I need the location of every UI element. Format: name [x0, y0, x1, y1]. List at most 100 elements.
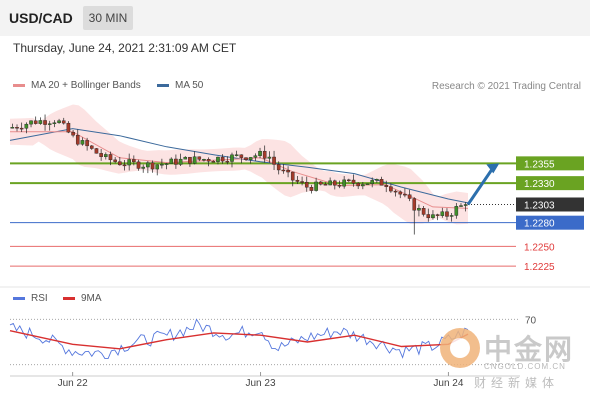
trend-arrow-head-icon [486, 163, 500, 174]
level-label-bg-1.2330 [516, 176, 584, 191]
candle-body [61, 120, 66, 124]
candle-body [365, 183, 370, 186]
rsi-ma-line [9, 330, 469, 350]
candle-body [24, 123, 29, 129]
candle-body [230, 154, 234, 162]
level-label-1.2303: 1.2303 [524, 200, 555, 211]
candle-body [276, 164, 281, 171]
candle-body [351, 179, 356, 184]
candle-body [122, 164, 127, 167]
legend-ma50-label: MA 50 [175, 80, 204, 91]
candle-body [253, 155, 258, 158]
candle-body [244, 157, 248, 160]
candle-body [188, 156, 192, 164]
research-credit: Research © 2021 Trading Central [431, 81, 581, 92]
x-tick-label-1: Jun 23 [246, 378, 276, 389]
candle-body [356, 182, 360, 187]
candle-body [132, 159, 136, 163]
candle-body [136, 161, 141, 169]
candle-body [89, 145, 94, 149]
candle-body [71, 131, 75, 136]
candle-body [197, 156, 202, 160]
level-label-1.2355: 1.2355 [524, 159, 555, 170]
candle-body [459, 205, 463, 207]
candle-body [33, 120, 38, 124]
level-label-1.2280: 1.2280 [524, 219, 555, 230]
level-label-1.2330: 1.2330 [524, 179, 555, 190]
candle-body [286, 170, 290, 173]
candle-body [75, 134, 80, 145]
watermark-subtitle: 财经新媒体 [474, 376, 560, 390]
candle-body [19, 127, 24, 130]
level-label-bg-1.2303 [516, 197, 584, 212]
candle-body [393, 190, 398, 193]
ma20-swatch-icon [13, 84, 25, 87]
candle-body [304, 181, 309, 188]
currency-pair-title: USD/CAD [9, 10, 73, 26]
candle-body [85, 140, 89, 147]
candle-body [262, 150, 267, 159]
legend-ma50: MA 50 [157, 80, 203, 91]
candle-body [435, 214, 440, 216]
candle-body [248, 157, 253, 160]
candle-body [146, 162, 150, 168]
rsi-tick-label: 70 [525, 315, 537, 326]
candle-body [99, 153, 103, 157]
candle-body [403, 193, 407, 196]
candle-body [108, 154, 113, 161]
candle-body [384, 185, 389, 187]
candle-body [318, 181, 323, 185]
candle-body [323, 184, 328, 186]
candle-body [328, 180, 332, 186]
candle-body [141, 166, 145, 169]
level-label-bg-1.2355 [516, 156, 584, 171]
legend-ma20: MA 20 + Bollinger Bands [13, 80, 141, 91]
candle-body [118, 161, 122, 166]
legend-rsi-ma: 9MA [63, 293, 102, 304]
rsi-swatch-icon [13, 297, 25, 300]
candle-body [104, 154, 108, 157]
candle-body [463, 204, 468, 206]
candle-body [47, 123, 52, 125]
candle-body [295, 179, 300, 182]
level-label-1.2250: 1.2250 [524, 242, 555, 253]
ma50-swatch-icon [157, 84, 169, 87]
watermark-title: 中金网 [484, 334, 575, 365]
candle-body [445, 211, 449, 217]
candle-body [379, 179, 384, 186]
candle-body [337, 185, 342, 187]
level-label-1.2225: 1.2225 [524, 262, 555, 273]
candle-body [10, 127, 15, 129]
candle-body [94, 148, 99, 154]
candle-body [169, 158, 174, 164]
legend-rsi-label: RSI [31, 293, 48, 304]
legend-ma20-label: MA 20 + Bollinger Bands [31, 80, 141, 91]
watermark-logo-icon [440, 328, 480, 368]
candle-body [375, 179, 379, 181]
candle-body [160, 164, 164, 166]
candle-body [206, 159, 211, 162]
candle-body [407, 194, 412, 199]
candle-body [258, 150, 262, 156]
candle-body [290, 171, 295, 181]
candle-body [216, 156, 220, 162]
ma50-line [9, 128, 469, 204]
candle-body [178, 158, 183, 165]
candle-body [211, 161, 216, 163]
candle-body [342, 179, 346, 187]
candle-body [449, 215, 454, 217]
candle-body [66, 122, 71, 133]
candle-body [43, 120, 47, 125]
candle-body [272, 156, 276, 165]
candle-body [202, 159, 206, 161]
timeframe-badge[interactable]: 30 MIN [83, 6, 133, 30]
candle-body [300, 181, 304, 183]
watermark: 中金网 CNGOLD.COM.CN 财经新媒体 [440, 328, 590, 400]
watermark-url: CNGOLD.COM.CN [484, 362, 566, 371]
candle-body [454, 206, 459, 216]
level-label-bg-1.2280 [516, 215, 584, 230]
candle-body [239, 154, 244, 158]
candle-body [15, 127, 19, 129]
candle-body [164, 163, 169, 165]
